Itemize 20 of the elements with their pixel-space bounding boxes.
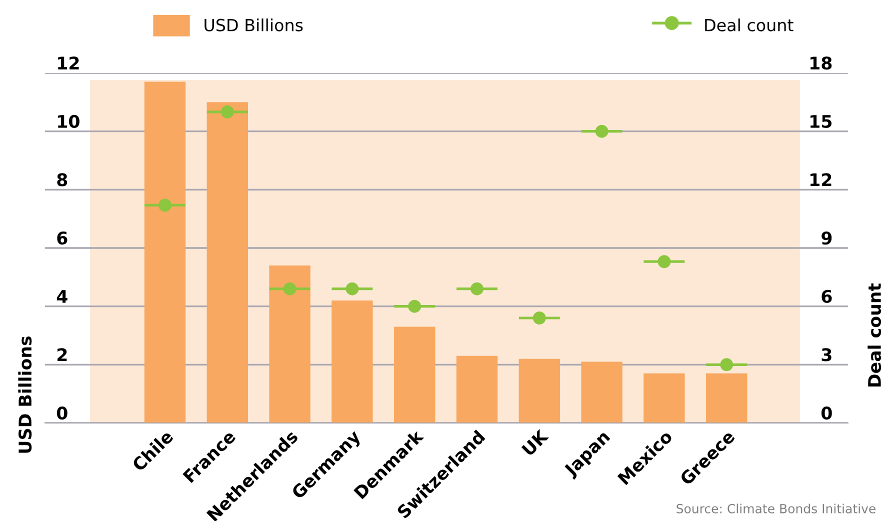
y2-tick-label: 3: [822, 348, 832, 362]
y2-tick-label: 18: [810, 56, 832, 70]
legend-label: USD Billions: [204, 18, 303, 32]
y2-tick-label: 6: [822, 290, 832, 303]
y2-axis-title: Deal count: [868, 283, 882, 386]
y-tick-label: 2: [57, 348, 67, 362]
y2-tick-label: 0: [821, 406, 832, 420]
y-tick-label: 0: [56, 406, 68, 420]
y-tick-label: 12: [58, 56, 79, 70]
y-tick-label: 4: [56, 290, 68, 303]
legend-label: Deal count: [705, 18, 794, 32]
y-tick-label: 10: [58, 114, 80, 128]
y2-tick-label: 12: [810, 173, 832, 186]
y2-tick-label: 15: [810, 115, 832, 128]
y-tick-label: 6: [57, 232, 68, 245]
x-tick-label: UK: [521, 428, 550, 456]
source-note: Source: Climate Bonds Initiative: [676, 504, 876, 514]
y-axis-title: USD Billions: [18, 336, 32, 453]
y2-tick-label: 9: [822, 232, 832, 245]
y-tick-label: 8: [57, 173, 68, 186]
